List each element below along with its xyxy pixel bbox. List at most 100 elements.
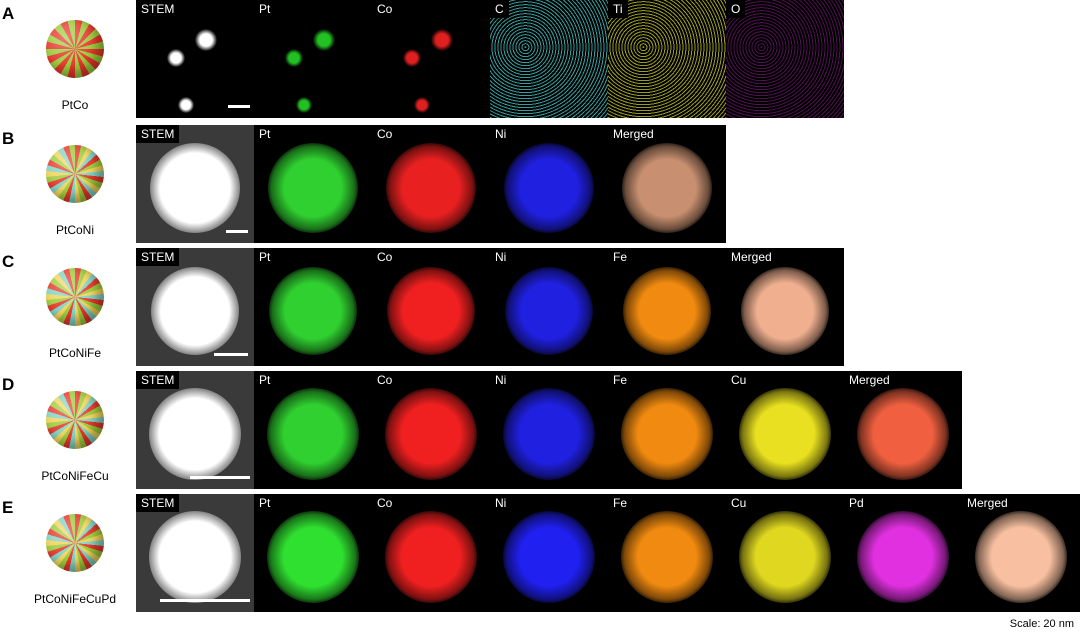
scale-bar [214,353,248,356]
panel-label: Merged [962,494,1013,512]
particle [387,267,475,355]
panel-label: Co [372,494,398,512]
particle [296,97,312,113]
map-panel-co: Co [372,371,490,489]
particle [151,267,239,355]
element-map-field [726,0,844,118]
map-panel-stem: STEM [136,494,254,612]
scale-bar [190,476,250,479]
panel-label: Pt [254,371,276,389]
panel-label: Co [372,125,398,143]
particle [739,511,831,603]
particle [975,511,1067,603]
map-panel-pd: Pd [844,494,962,612]
map-panel-co: Co [372,0,490,118]
particle [195,29,217,51]
particle [385,388,477,480]
particle [623,267,711,355]
particle [267,511,359,603]
panel-label: Co [372,248,398,266]
panel-letter: A [2,4,15,23]
particle [414,97,430,113]
map-panel-pt: Pt [254,0,372,118]
map-panel-merged: Merged [608,125,726,243]
panel-label: Pt [254,0,276,18]
map-panel-co: Co [372,494,490,612]
particle [741,267,829,355]
particle [621,388,713,480]
nanoparticle-model-icon [46,145,104,203]
map-panel-merged: Merged [844,371,962,489]
map-panel-cu: Cu [726,494,844,612]
figure-row-b: B PtCoNi STEM Pt Co Ni Merged [0,125,1080,245]
element-map-field [608,0,726,118]
particle [857,511,949,603]
particle [431,29,453,51]
map-panel-stem: STEM [136,248,254,366]
composition-label: PtCoNiFe [48,346,101,360]
particle [621,511,713,603]
nanoparticle-model-icon [46,391,104,449]
particle [403,49,421,67]
particle [150,143,240,233]
particle [268,143,358,233]
particle [167,49,185,67]
element-map-field [490,0,608,118]
particle [313,29,335,51]
panel-label: Cu [726,371,752,389]
panel-label: STEM [136,248,180,266]
composition-label: PtCoNiFeCu [41,469,109,483]
map-panel-pt: Pt [254,248,372,366]
panel-letter: E [2,498,14,517]
panel-label: Ti [608,0,628,18]
panel-label: Cu [726,494,752,512]
nanoparticle-model-icon [46,514,104,572]
nanoparticle-model-icon [46,268,104,326]
panel-label: Fe [608,371,633,389]
scale-bar [160,599,250,602]
particle [622,143,712,233]
panel-label: Pt [254,125,276,143]
map-panel-merged: Merged [962,494,1080,612]
map-panel-cu: Cu [726,371,844,489]
scale-bar [228,105,250,108]
map-panel-co: Co [372,125,490,243]
figure-row-c: C PtCoNiFe STEM Pt Co Ni Fe Merged [0,248,1080,368]
map-panel-stem: STEM [136,125,254,243]
particle [503,388,595,480]
particle [285,49,303,67]
composition-label: PtCoNi [55,223,94,237]
particle [178,97,194,113]
panel-label: Fe [608,248,633,266]
map-panel-pt: Pt [254,371,372,489]
scale-bar [226,230,248,233]
panel-label: STEM [136,494,180,512]
panel-label: C [490,0,509,18]
panel-label: STEM [136,125,180,143]
figure-row-d: D PtCoNiFeCu STEM Pt Co Ni Fe Cu Merged [0,371,1080,491]
map-panel-pt: Pt [254,494,372,612]
map-panel-fe: Fe [608,494,726,612]
panel-label: Merged [726,248,777,266]
panel-label: Pt [254,494,276,512]
particle [267,388,359,480]
panel-label: Ni [490,248,512,266]
panel-letter: D [2,375,15,394]
nanoparticle-model-icon [46,20,104,78]
composition-label: PtCo [61,98,89,112]
panel-letter: B [2,129,15,148]
map-panel-ni: Ni [490,125,608,243]
particle [149,388,241,480]
panel-letter: C [2,252,15,271]
map-panel-ni: Ni [490,371,608,489]
panel-label: O [726,0,746,18]
map-panel-ni: Ni [490,248,608,366]
composition-label: PtCoNiFeCuPd [33,592,117,606]
particle [857,388,949,480]
map-panel-merged: Merged [726,248,844,366]
particle [503,511,595,603]
panel-label: Fe [608,494,633,512]
map-panel-co: Co [372,248,490,366]
panel-label: Ni [490,125,512,143]
map-panel-pt: Pt [254,125,372,243]
